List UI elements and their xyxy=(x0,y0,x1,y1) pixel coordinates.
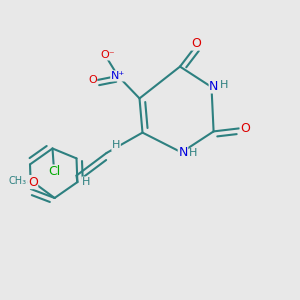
Text: N⁺: N⁺ xyxy=(111,71,125,81)
Text: Cl: Cl xyxy=(48,165,60,178)
Text: H: H xyxy=(189,148,198,158)
Text: O: O xyxy=(28,176,38,189)
Text: H: H xyxy=(220,80,229,90)
Text: CH₃: CH₃ xyxy=(9,176,27,186)
Text: N: N xyxy=(209,80,219,93)
Text: H: H xyxy=(82,177,90,187)
Text: N: N xyxy=(178,146,188,160)
Text: O: O xyxy=(240,122,250,135)
Text: O: O xyxy=(192,37,201,50)
Text: O⁻: O⁻ xyxy=(100,50,115,60)
Text: O: O xyxy=(88,75,97,85)
Text: H: H xyxy=(112,140,120,151)
